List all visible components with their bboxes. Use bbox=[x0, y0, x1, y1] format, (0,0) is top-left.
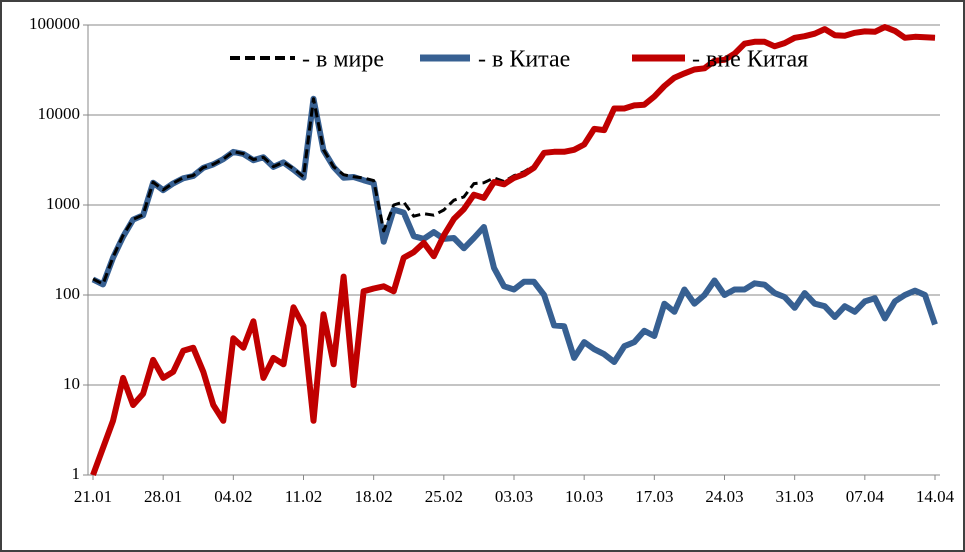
y-tick-label: 10000 bbox=[38, 104, 81, 123]
y-tick-label: 10 bbox=[63, 374, 80, 393]
x-tick-label: 24.03 bbox=[705, 487, 743, 506]
x-tick-label: 31.03 bbox=[776, 487, 814, 506]
x-tick-label: 04.02 bbox=[214, 487, 252, 506]
x-tick-label: 25.02 bbox=[425, 487, 463, 506]
legend-label: - вне Китая bbox=[692, 47, 808, 73]
x-tick-label: 17.03 bbox=[635, 487, 673, 506]
legend-label: - в Китае bbox=[478, 47, 570, 73]
series-line bbox=[91, 95, 938, 365]
x-tick-label: 11.02 bbox=[285, 487, 323, 506]
y-tick-label: 100000 bbox=[29, 14, 80, 33]
x-tick-label: 21.01 bbox=[74, 487, 112, 506]
x-tick-label: 07.04 bbox=[846, 487, 885, 506]
series-line bbox=[90, 24, 936, 477]
x-tick-label: 18.02 bbox=[355, 487, 393, 506]
x-tick-label: 10.03 bbox=[565, 487, 603, 506]
y-tick-label: 1 bbox=[72, 464, 81, 483]
x-tick-label: 03.03 bbox=[495, 487, 533, 506]
legend-label: - в мире bbox=[302, 47, 384, 73]
y-tick-label: 100 bbox=[55, 284, 81, 303]
y-tick-label: 1000 bbox=[46, 194, 80, 213]
x-tick-label: 14.04 bbox=[916, 487, 955, 506]
x-tick-label: 28.01 bbox=[144, 487, 182, 506]
